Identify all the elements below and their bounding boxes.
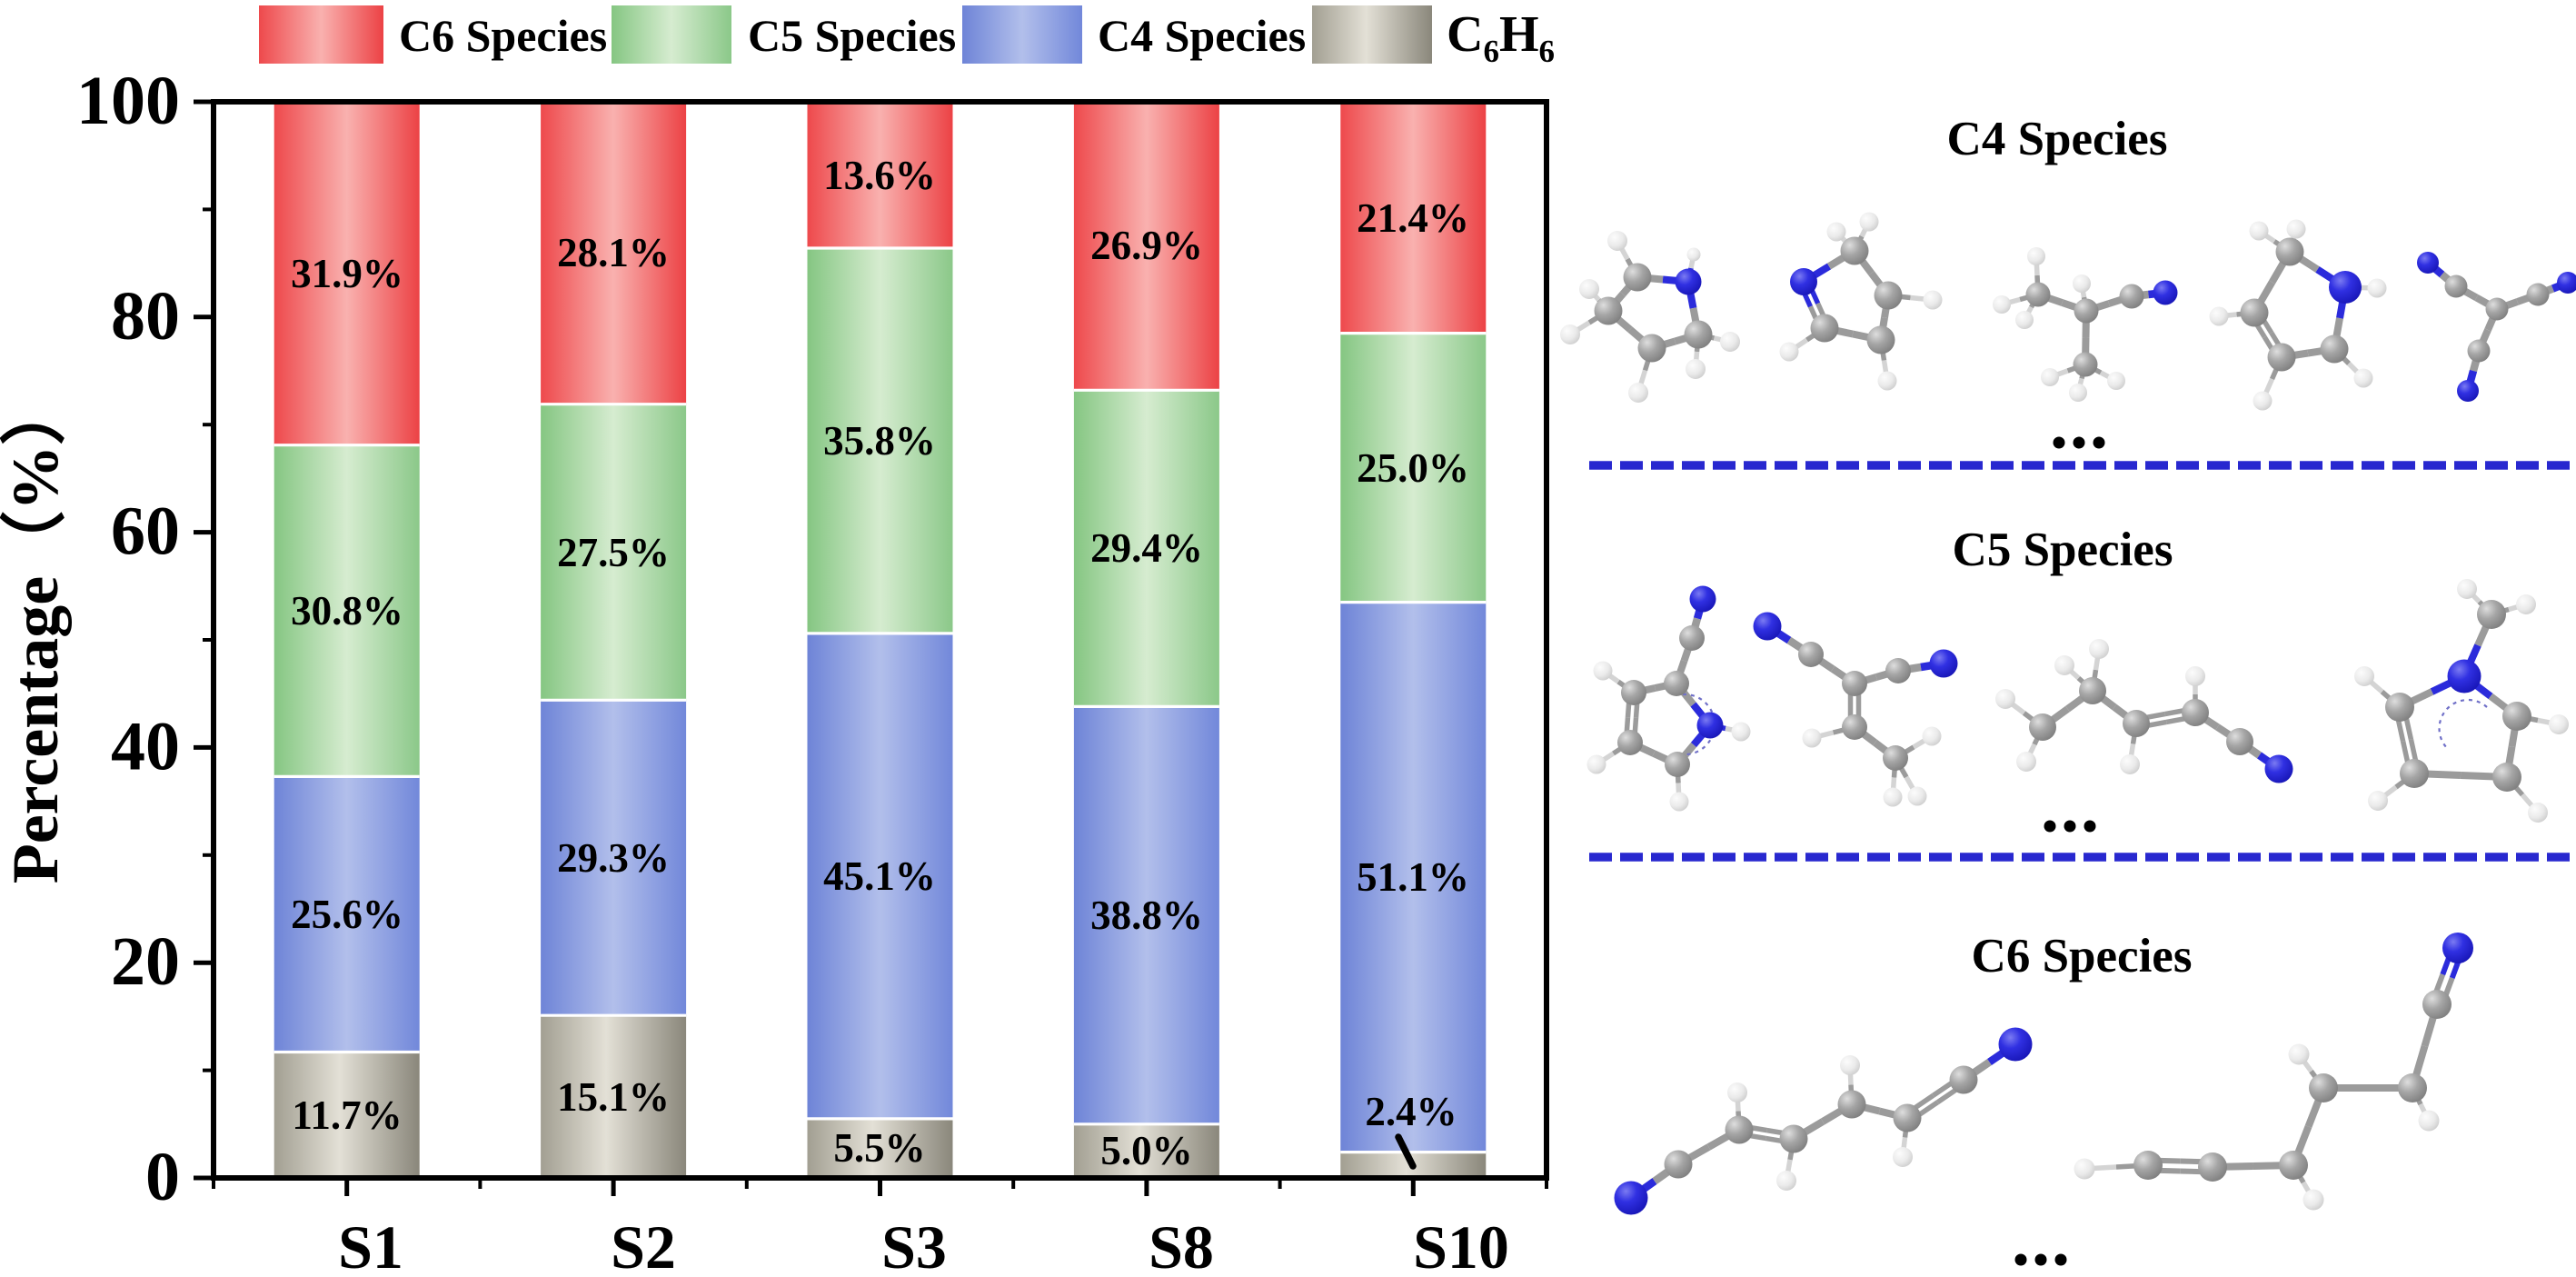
svg-text:S10: S10 bbox=[1413, 1212, 1509, 1277]
svg-text:35.8%: 35.8% bbox=[823, 418, 936, 464]
svg-text:C5 Species: C5 Species bbox=[1953, 524, 2173, 576]
svg-text:29.3%: 29.3% bbox=[557, 835, 670, 881]
svg-text:30.8%: 30.8% bbox=[291, 588, 403, 634]
svg-text:S3: S3 bbox=[881, 1212, 947, 1277]
svg-text:5.5%: 5.5% bbox=[833, 1125, 925, 1171]
svg-text:20: 20 bbox=[111, 923, 180, 1000]
svg-text:2.4%: 2.4% bbox=[1365, 1089, 1457, 1134]
svg-text:45.1%: 45.1% bbox=[823, 853, 936, 899]
svg-text:C6H6: C6H6 bbox=[1447, 6, 1555, 69]
svg-text:S1: S1 bbox=[338, 1212, 403, 1277]
svg-text:13.6%: 13.6% bbox=[823, 153, 936, 198]
svg-text:C6 Species: C6 Species bbox=[1972, 930, 2193, 983]
svg-text:100: 100 bbox=[76, 63, 180, 139]
svg-text:Percentage（%）: Percentage（%） bbox=[0, 380, 72, 884]
svg-text:C6 Species: C6 Species bbox=[399, 10, 607, 61]
svg-text:S8: S8 bbox=[1149, 1212, 1214, 1277]
svg-text:15.1%: 15.1% bbox=[557, 1074, 670, 1120]
svg-text:S2: S2 bbox=[611, 1212, 676, 1277]
svg-text:51.1%: 51.1% bbox=[1357, 854, 1469, 900]
svg-text:11.7%: 11.7% bbox=[292, 1092, 402, 1138]
svg-text:C4 Species: C4 Species bbox=[1098, 10, 1306, 61]
svg-text:38.8%: 38.8% bbox=[1090, 893, 1203, 938]
svg-text:25.6%: 25.6% bbox=[291, 892, 403, 937]
svg-text:25.0%: 25.0% bbox=[1357, 445, 1469, 491]
svg-text:80: 80 bbox=[111, 278, 180, 354]
svg-text:40: 40 bbox=[111, 708, 180, 784]
svg-text:C4 Species: C4 Species bbox=[1947, 113, 2168, 165]
svg-text:21.4%: 21.4% bbox=[1357, 195, 1469, 241]
svg-text:27.5%: 27.5% bbox=[557, 530, 670, 575]
svg-text:28.1%: 28.1% bbox=[557, 230, 670, 275]
svg-text:29.4%: 29.4% bbox=[1090, 525, 1203, 571]
svg-text:26.9%: 26.9% bbox=[1090, 223, 1203, 268]
svg-text:5.0%: 5.0% bbox=[1100, 1128, 1192, 1173]
svg-text:C5 Species: C5 Species bbox=[748, 10, 956, 61]
svg-text:0: 0 bbox=[145, 1139, 180, 1215]
svg-text:60: 60 bbox=[111, 494, 180, 570]
svg-text:31.9%: 31.9% bbox=[291, 251, 403, 296]
